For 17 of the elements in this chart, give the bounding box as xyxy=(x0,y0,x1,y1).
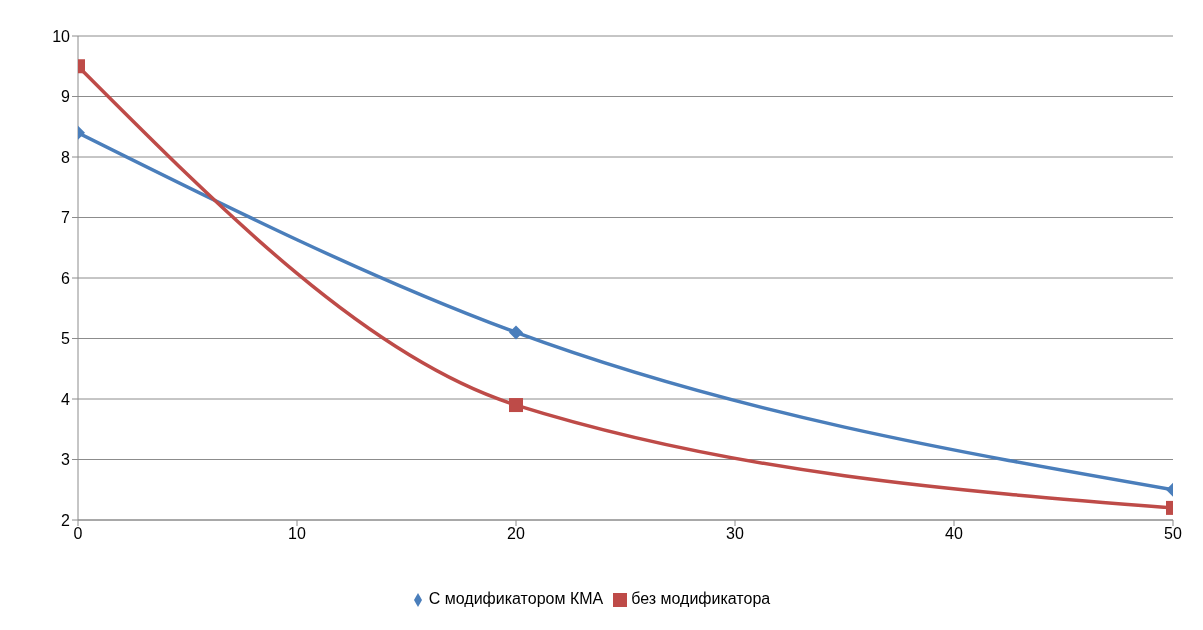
y-tick-label: 6 xyxy=(61,269,71,287)
y-tick-label: 2 xyxy=(61,511,71,529)
legend-label: С модификатором КМА xyxy=(428,590,604,607)
x-tick-label: 50 xyxy=(1164,525,1182,543)
y-tick-label: 10 xyxy=(52,27,71,45)
y-tick-label: 7 xyxy=(61,209,71,227)
legend-label: без модификатора xyxy=(631,590,771,607)
y-tick-label: 3 xyxy=(61,451,71,469)
x-tick-label: 0 xyxy=(73,525,83,543)
y-tick-label: 4 xyxy=(61,390,71,408)
y-tick-label: 9 xyxy=(61,88,71,106)
x-tick-label: 30 xyxy=(726,525,744,543)
x-tick-label: 10 xyxy=(288,525,306,543)
y-tick-label: 5 xyxy=(61,330,71,348)
x-tick-label: 40 xyxy=(945,525,963,543)
x-tick-label: 20 xyxy=(507,525,525,543)
y-tick-label: 8 xyxy=(61,148,71,166)
